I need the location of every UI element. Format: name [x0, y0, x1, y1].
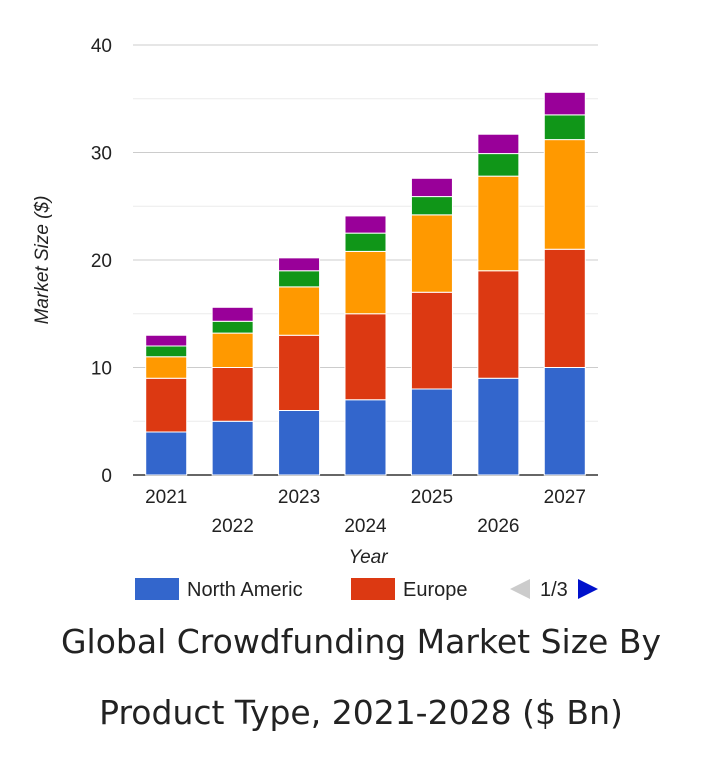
y-tick-label: 10: [91, 359, 112, 380]
x-tick-label: 2026: [477, 516, 519, 537]
bar-segment: [344, 313, 387, 401]
chart: 0 10 20 30 40 2021 2022 2023 2024 2025 2026 2027 M…: [32, 36, 598, 601]
chart-caption-line-2: Product Type, 2021-2028 ($ Bn): [99, 693, 623, 732]
bar-segment: [211, 367, 254, 422]
bar-segment: [344, 399, 387, 476]
bar-segment: [410, 177, 453, 198]
bar-segment: [145, 334, 188, 347]
x-tick-labels: 2021 2022 2023 2024 2025 2026 2027: [145, 487, 586, 537]
legend-next-page-icon[interactable]: [578, 579, 598, 599]
legend-swatch-north-america: [135, 578, 179, 600]
bar-segment: [278, 334, 321, 411]
bar-segment: [278, 257, 321, 272]
legend-label-europe: Europe: [403, 579, 468, 601]
bar-segment: [278, 270, 321, 288]
bar-segment: [477, 377, 520, 476]
x-tick-label: 2024: [344, 516, 387, 537]
bar-segment: [410, 214, 453, 293]
legend-swatch-europe: [351, 578, 395, 600]
bar-segment: [211, 420, 254, 476]
bar-segment: [477, 270, 520, 379]
x-tick-label: 2023: [278, 487, 320, 508]
x-tick-label: 2022: [212, 516, 254, 537]
bar-segment: [211, 320, 254, 334]
bar-segment: [145, 377, 188, 433]
bar-segment: [211, 306, 254, 322]
legend-prev-page-icon[interactable]: [510, 579, 530, 599]
y-tick-label: 30: [91, 144, 112, 165]
y-tick-label: 0: [101, 466, 112, 487]
bar-segment: [145, 356, 188, 379]
bar-segment: [344, 215, 387, 234]
bar-segment: [477, 133, 520, 155]
bar-segment: [278, 410, 321, 476]
bar-segment: [543, 114, 586, 141]
x-axis-title: Year: [348, 547, 388, 568]
bar-segment: [410, 388, 453, 476]
y-axis-title: Market Size ($): [32, 196, 53, 325]
x-tick-label: 2021: [145, 487, 187, 508]
bar-segment: [543, 139, 586, 250]
bar-segment: [278, 286, 321, 336]
y-tick-label: 20: [91, 251, 112, 272]
bar-segment: [543, 248, 586, 368]
x-tick-label: 2027: [544, 487, 586, 508]
legend-label-north-america: North Americ: [187, 579, 303, 601]
bar-segment: [543, 367, 586, 476]
bar-segment: [344, 250, 387, 315]
bar-segment: [543, 91, 586, 116]
bar-segment: [410, 196, 453, 216]
bar-segment: [344, 232, 387, 252]
bar-segment: [145, 431, 188, 476]
bar-segment: [145, 345, 188, 358]
bar-segment: [477, 153, 520, 177]
bars: [145, 91, 586, 476]
y-tick-labels: 0 10 20 30 40: [91, 36, 112, 487]
chart-caption-line-1: Global Crowdfunding Market Size By: [60, 622, 661, 661]
y-tick-label: 40: [91, 36, 112, 57]
bar-segment: [211, 332, 254, 369]
legend-page-indicator: 1/3: [540, 579, 568, 601]
legend: North Americ Europe 1/3: [135, 578, 598, 601]
bar-segment: [410, 291, 453, 390]
x-tick-label: 2025: [411, 487, 453, 508]
bar-segment: [477, 175, 520, 272]
